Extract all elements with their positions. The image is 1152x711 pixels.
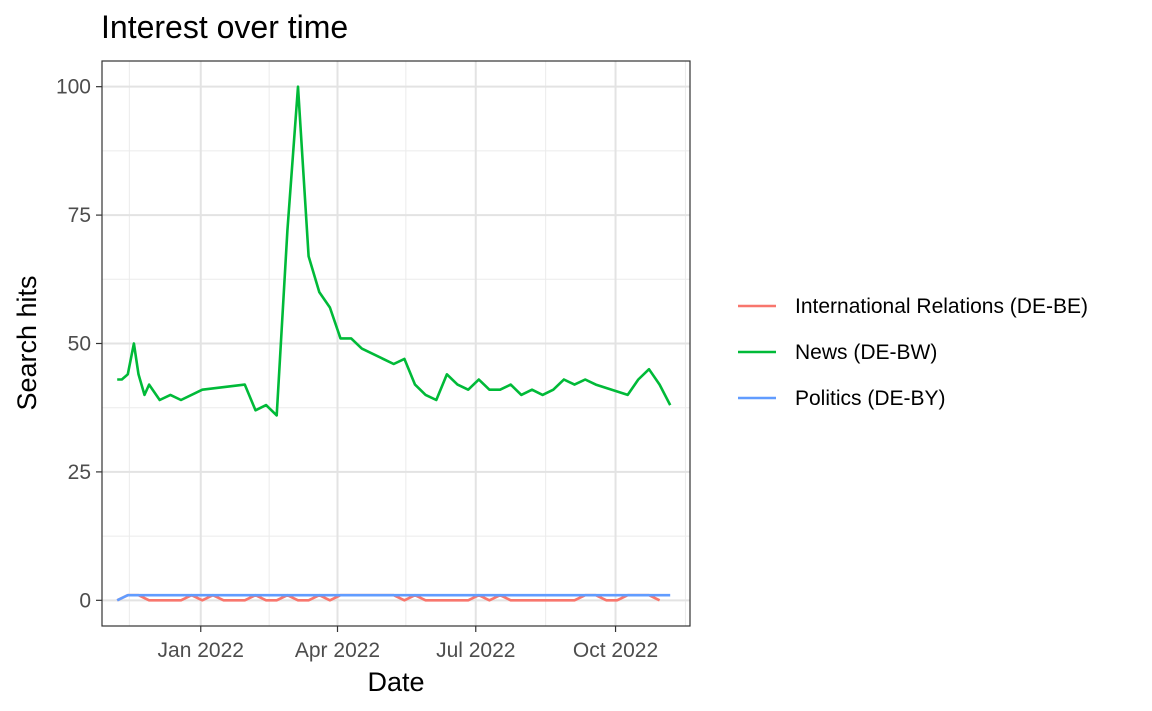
series-line-1 <box>117 85 672 417</box>
y-tick-label: 25 <box>68 461 91 484</box>
legend-item: Politics (DE-BY) <box>738 387 946 410</box>
x-tick-label: Apr 2022 <box>295 639 380 662</box>
legend-item: News (DE-BW) <box>738 341 937 364</box>
x-axis-title: Date <box>367 667 424 697</box>
legend: International Relations (DE-BE) News (DE-… <box>738 295 1088 410</box>
y-axis-title: Search hits <box>12 275 42 410</box>
series-line-2 <box>116 593 671 602</box>
legend-label: Politics (DE-BY) <box>795 387 946 410</box>
legend-label: News (DE-BW) <box>795 341 937 364</box>
y-tick-label: 0 <box>79 589 91 612</box>
x-tick-label: Oct 2022 <box>573 639 658 662</box>
legend-item: International Relations (DE-BE) <box>738 295 1088 318</box>
x-axis: Jan 2022 Apr 2022 Jul 2022 Oct 2022 <box>158 626 658 662</box>
y-tick-label: 50 <box>68 333 91 356</box>
gridlines <box>102 61 690 626</box>
x-tick-label: Jul 2022 <box>436 639 515 662</box>
y-tick-label: 75 <box>68 204 91 227</box>
y-tick-label: 100 <box>56 76 91 99</box>
chart-title: Interest over time <box>101 9 348 45</box>
legend-label: International Relations (DE-BE) <box>795 295 1088 318</box>
y-axis: 0 25 50 75 100 <box>56 76 102 612</box>
x-tick-label: Jan 2022 <box>158 639 244 662</box>
series-lines <box>116 85 672 602</box>
